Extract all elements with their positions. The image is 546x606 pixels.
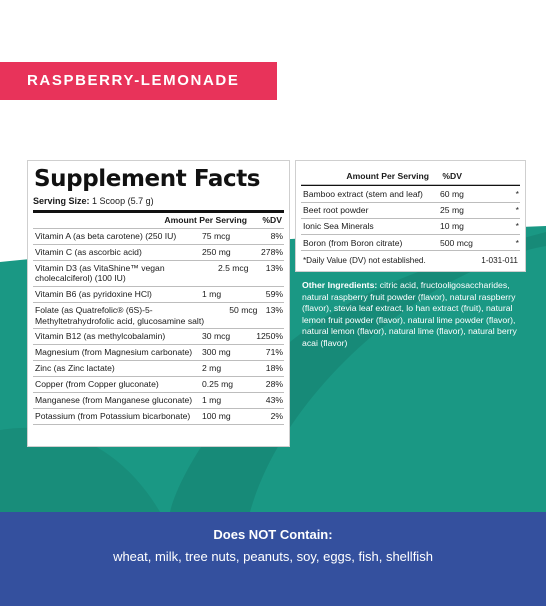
nutrient-dv: 13% bbox=[265, 305, 283, 316]
nutrient-row: Potassium (from Potassium bicarbonate) 10… bbox=[33, 409, 284, 425]
nutrient-amount: 50 mcg bbox=[229, 305, 258, 316]
nutrient-name: Zinc (as Zinc lactate) bbox=[35, 363, 115, 374]
nutrient-row: Vitamin D3 (as VitaShine™ vegan cholecal… bbox=[33, 261, 284, 287]
facts-title: Supplement Facts bbox=[34, 166, 261, 192]
nutrient-dv: * bbox=[515, 204, 519, 215]
nutrient-name: Ionic Sea Minerals bbox=[303, 221, 374, 232]
nutrient-dv: * bbox=[515, 221, 519, 232]
nutrient-dv: 59% bbox=[265, 289, 283, 300]
nutrient-amount: 0.25 mg bbox=[202, 379, 234, 390]
nutrient-row: Beet root powder 25 mg * bbox=[301, 203, 520, 219]
nutrient-dv: 8% bbox=[270, 231, 283, 242]
allergen-title: Does NOT Contain: bbox=[213, 527, 333, 542]
nutrient-amount: 30 mcg bbox=[202, 331, 231, 342]
nutrient-dv: 71% bbox=[265, 347, 283, 358]
nutrient-name: Beet root powder bbox=[303, 204, 369, 215]
nutrient-amount: 300 mg bbox=[202, 347, 231, 358]
nutrient-name: Magnesium (from Magnesium carbonate) bbox=[35, 347, 193, 358]
header-amount-2: Amount Per Serving bbox=[346, 171, 429, 182]
nutrient-row: Magnesium (from Magnesium carbonate) 300 … bbox=[33, 345, 284, 361]
facts2-header-row: Amount Per Serving %DV bbox=[301, 169, 520, 186]
facts2-rows: Bamboo extract (stem and leaf) 60 mg * Beet… bbox=[301, 186, 520, 252]
nutrient-dv: 18% bbox=[265, 363, 283, 374]
nutrient-dv: 2% bbox=[270, 410, 283, 421]
serving-label: Serving Size: bbox=[33, 196, 90, 206]
nutrient-name: Bamboo extract (stem and leaf) bbox=[303, 188, 423, 199]
nutrient-dv: 43% bbox=[265, 394, 283, 405]
nutrient-row: Vitamin C (as ascorbic acid) 250 mg 278% bbox=[33, 245, 284, 261]
nutrient-amount: 1 mg bbox=[202, 394, 222, 405]
nutrient-name: Vitamin C (as ascorbic acid) bbox=[35, 246, 142, 257]
nutrient-name: Potassium (from Potassium bicarbonate) bbox=[35, 410, 191, 421]
nutrient-name: Copper (from Copper gluconate) bbox=[35, 379, 159, 390]
dv-footnote: *Daily Value (DV) not established. bbox=[303, 256, 426, 266]
nutrient-dv: 278% bbox=[261, 246, 283, 257]
nutrient-row: Copper (from Copper gluconate) 0.25 mg 28% bbox=[33, 377, 284, 393]
ingredients-label: Other Ingredients: bbox=[302, 280, 378, 290]
nutrient-amount: 250 mg bbox=[202, 246, 231, 257]
supplement-facts-panel-2: Amount Per Serving %DV Bamboo extract (s… bbox=[295, 160, 526, 272]
nutrient-row: Vitamin A (as beta carotene) (250 IU) 75 … bbox=[33, 229, 284, 245]
header-dv: %DV bbox=[262, 215, 282, 226]
divider bbox=[33, 210, 284, 213]
allergen-list: wheat, milk, tree nuts, peanuts, soy, eg… bbox=[113, 549, 433, 564]
nutrient-dv: 1250% bbox=[256, 331, 283, 342]
nutrient-dv: * bbox=[515, 188, 519, 199]
nutrient-name: Vitamin B12 (as methylcobalamin) bbox=[35, 331, 166, 342]
nutrient-amount: 10 mg bbox=[440, 221, 464, 232]
serving-size: Serving Size: 1 Scoop (5.7 g) bbox=[33, 196, 284, 207]
nutrient-amount: 60 mg bbox=[440, 188, 464, 199]
nutrient-amount: 2.5 mcg bbox=[217, 262, 249, 273]
other-ingredients: Other Ingredients: citric acid, fructool… bbox=[302, 280, 524, 350]
header-amount: Amount Per Serving bbox=[164, 215, 247, 226]
nutrient-name: Vitamin B6 (as pyridoxine HCl) bbox=[35, 289, 152, 300]
facts-header-row: Amount Per Serving %DV bbox=[33, 213, 284, 229]
flavor-banner: RASPBERRY-LEMONADE bbox=[0, 62, 277, 100]
nutrient-row: Vitamin B12 (as methylcobalamin) 30 mcg 12… bbox=[33, 329, 284, 346]
nutrient-row: Vitamin B6 (as pyridoxine HCl) 1 mg 59% bbox=[33, 287, 284, 303]
nutrient-dv: 13% bbox=[265, 262, 283, 273]
nutrient-name: Boron (from Boron citrate) bbox=[303, 237, 403, 248]
ingredients-text: citric acid, fructooligosaccharides, nat… bbox=[302, 280, 517, 348]
nutrient-amount: 2 mg bbox=[202, 363, 222, 374]
header-dv-2: %DV bbox=[442, 171, 462, 182]
allergen-box bbox=[0, 512, 546, 606]
nutrient-name: Manganese (from Manganese gluconate) bbox=[35, 394, 193, 405]
nutrient-name: Vitamin D3 (as VitaShine™ vegan cholecal… bbox=[35, 262, 165, 284]
nutrient-row: Boron (from Boron citrate) 500 mcg * bbox=[301, 235, 520, 252]
nutrient-dv: 28% bbox=[265, 379, 283, 390]
nutrient-row: Manganese (from Manganese gluconate) 1 mg… bbox=[33, 393, 284, 409]
nutrient-row: Ionic Sea Minerals 10 mg * bbox=[301, 219, 520, 236]
nutrient-name: Vitamin A (as beta carotene) (250 IU) bbox=[35, 231, 177, 242]
nutrient-amount: 500 mcg bbox=[440, 237, 473, 248]
nutrient-row: Zinc (as Zinc lactate) 2 mg 18% bbox=[33, 361, 284, 377]
supplement-facts-panel: Supplement Facts Serving Size: 1 Scoop (… bbox=[27, 160, 290, 447]
divider-2 bbox=[301, 185, 520, 187]
product-code: 1-031-011 bbox=[481, 256, 518, 266]
nutrient-name: Folate (as Quatrefolic® (6S)-5-Methyltet… bbox=[35, 305, 205, 326]
nutrient-row: Bamboo extract (stem and leaf) 60 mg * bbox=[301, 186, 520, 203]
serving-value: 1 Scoop (5.7 g) bbox=[92, 196, 154, 206]
nutrient-amount: 25 mg bbox=[440, 204, 464, 215]
facts-rows: Vitamin A (as beta carotene) (250 IU) 75 … bbox=[33, 229, 284, 425]
footnote-row: *Daily Value (DV) not established. 1-031… bbox=[301, 251, 520, 266]
nutrient-amount: 75 mcg bbox=[202, 231, 231, 242]
nutrient-row: Folate (as Quatrefolic® (6S)-5-Methyltet… bbox=[33, 303, 284, 330]
nutrient-amount: 100 mg bbox=[202, 410, 231, 421]
nutrient-amount: 1 mg bbox=[202, 289, 222, 300]
nutrient-dv: * bbox=[515, 237, 519, 248]
